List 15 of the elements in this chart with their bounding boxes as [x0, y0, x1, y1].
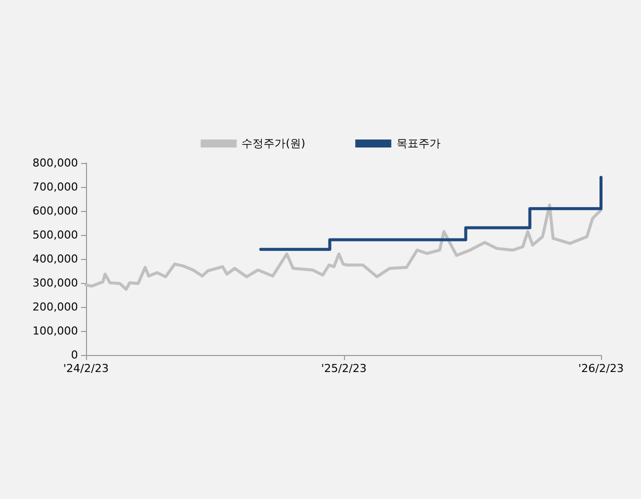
- legend-label: 수정주가(원): [242, 137, 306, 150]
- y-tick-label: 400,000: [32, 252, 78, 266]
- x-tick-label: '24/2/23: [63, 362, 109, 375]
- y-tick-label: 500,000: [32, 228, 78, 242]
- x-tick-label: '26/2/23: [578, 362, 624, 375]
- y-tick-label: 200,000: [32, 300, 78, 314]
- legend-label: 목표주가: [396, 137, 440, 150]
- y-tick-label: 600,000: [32, 204, 78, 218]
- y-tick-label: 100,000: [32, 324, 78, 338]
- y-tick-label: 800,000: [32, 156, 78, 170]
- y-tick-label: 300,000: [32, 276, 78, 290]
- line-series: [84, 204, 602, 291]
- x-tick-label: '25/2/23: [321, 362, 367, 375]
- y-tick-label: 0: [71, 348, 78, 362]
- y-tick-label: 700,000: [32, 180, 78, 194]
